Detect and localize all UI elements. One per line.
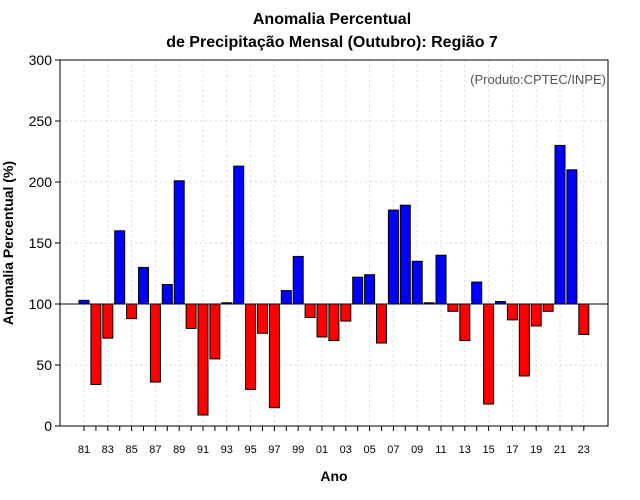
- bars: [78, 144, 590, 416]
- bar-01: [316, 303, 328, 338]
- y-tick-label: 150: [29, 235, 53, 251]
- bar-91: [197, 303, 209, 416]
- bar-95: [245, 303, 257, 390]
- x-tick-label: 03: [340, 444, 352, 456]
- bar-97: [268, 303, 280, 409]
- bar-20: [542, 303, 554, 312]
- bar-05: [364, 274, 376, 305]
- x-tick-label: 01: [316, 444, 328, 456]
- x-tick-label: 91: [197, 444, 209, 456]
- bar-02: [328, 303, 340, 342]
- y-tick-label: 100: [29, 296, 53, 312]
- x-tick-label: 17: [506, 444, 518, 456]
- x-tick-label: 21: [554, 444, 566, 456]
- bar-17: [506, 303, 518, 321]
- y-tick-label: 250: [29, 113, 53, 129]
- x-tick-label: 81: [78, 444, 90, 456]
- bar-06: [376, 303, 387, 344]
- x-tick-label: 09: [411, 444, 423, 456]
- x-tick-label: 93: [221, 444, 233, 456]
- bar-14: [471, 281, 483, 305]
- bar-83: [102, 303, 114, 339]
- x-tick-label: 23: [578, 444, 590, 456]
- bar-11: [435, 254, 447, 305]
- bar-87: [149, 303, 161, 383]
- bar-12: [447, 303, 459, 312]
- y-tick-label: 0: [44, 418, 52, 434]
- chart-title-line1: Anomalia Percentual: [253, 11, 411, 28]
- bar-81: [78, 299, 90, 305]
- y-tick-label: 300: [29, 52, 53, 68]
- y-tick-label: 50: [36, 357, 52, 373]
- bar-18: [518, 303, 530, 377]
- x-tick-label: 07: [387, 444, 399, 456]
- x-tick-label: 19: [530, 444, 542, 456]
- grid: [60, 60, 608, 426]
- bar-09: [411, 260, 423, 305]
- x-tick-label: 13: [459, 444, 471, 456]
- x-tick-label: 15: [482, 444, 494, 456]
- bar-03: [340, 303, 352, 322]
- bar-85: [126, 303, 138, 320]
- bar-13: [459, 303, 471, 342]
- y-tick-label: 200: [29, 174, 53, 190]
- chart-title-line2: de Precipitação Mensal (Outubro): Região…: [166, 34, 498, 51]
- x-tick-label: 05: [363, 444, 375, 456]
- bar-21: [554, 144, 566, 305]
- bar-82: [90, 303, 102, 386]
- y-axis-title: Anomalia Percentual (%): [0, 161, 16, 325]
- x-axis-title: Ano: [320, 468, 347, 484]
- bar-88: [161, 283, 173, 305]
- x-tick-label: 85: [125, 444, 137, 456]
- x-tick-label: 95: [244, 444, 256, 456]
- bar-99: [292, 255, 304, 305]
- bar-86: [138, 266, 149, 305]
- watermark-text: (Produto:CPTEC/INPE): [470, 72, 606, 87]
- y-axis: 0 50 100 150 200 250 300: [29, 52, 60, 434]
- bar-84: [114, 230, 126, 305]
- bar-23: [578, 303, 590, 335]
- bar-08: [399, 204, 411, 305]
- bar-15: [483, 303, 495, 405]
- x-tick-label: 99: [292, 444, 304, 456]
- bar-94: [233, 165, 245, 305]
- bar-00: [304, 303, 316, 318]
- bar-07: [387, 209, 399, 305]
- bar-19: [530, 303, 542, 327]
- x-tick-label: 11: [435, 444, 446, 456]
- bar-98: [280, 290, 292, 305]
- x-axis: 81 83 85 87 89 91 93 95 97 99 01 03 05 07 09 11 13 15 17 19…: [78, 426, 590, 456]
- bar-22: [566, 169, 578, 305]
- x-tick-label: 83: [102, 444, 114, 456]
- x-tick-label: 97: [268, 444, 280, 456]
- bar-89: [173, 180, 185, 305]
- bar-96: [257, 303, 268, 334]
- x-tick-label: 87: [149, 444, 161, 456]
- x-tick-label: 89: [173, 444, 185, 456]
- bar-90: [185, 303, 197, 329]
- bar-04: [352, 276, 364, 305]
- bar-92: [209, 303, 221, 360]
